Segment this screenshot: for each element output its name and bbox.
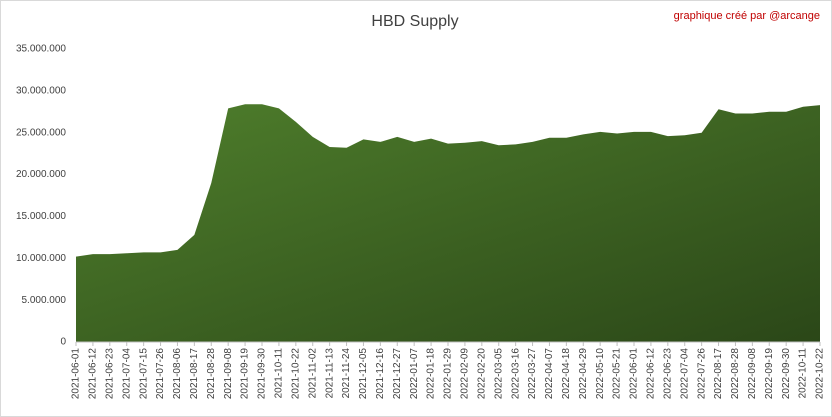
x-tick-label: 2022-06-12 bbox=[646, 348, 657, 400]
x-tick-label: 2021-06-12 bbox=[88, 348, 99, 400]
x-tick-label: 2022-05-21 bbox=[612, 348, 623, 400]
x-tick-label: 2022-07-26 bbox=[696, 348, 707, 400]
x-tick-label: 2021-11-24 bbox=[341, 348, 352, 399]
y-tick-label: 0 bbox=[60, 337, 66, 348]
chart-title: HBD Supply bbox=[371, 13, 458, 30]
y-tick-label: 30.000.000 bbox=[16, 85, 66, 96]
x-tick-label: 2021-06-01 bbox=[71, 348, 82, 400]
x-tick-label: 2022-03-27 bbox=[527, 348, 538, 400]
area bbox=[76, 104, 820, 342]
x-tick-label: 2022-01-07 bbox=[409, 348, 420, 400]
x-tick-label: 2022-08-28 bbox=[730, 348, 741, 400]
x-tick-label: 2021-08-17 bbox=[189, 348, 200, 400]
x-tick-label: 2022-01-18 bbox=[426, 348, 437, 400]
x-tick-label: 2021-07-04 bbox=[121, 348, 132, 400]
x-tick-label: 2021-07-15 bbox=[138, 348, 149, 400]
x-tick-label: 2021-07-26 bbox=[155, 348, 166, 400]
y-tick-label: 5.000.000 bbox=[22, 295, 67, 306]
x-tick-label: 2021-09-08 bbox=[223, 348, 234, 400]
x-tick-label: 2022-02-09 bbox=[460, 348, 471, 400]
x-tick-label: 2021-10-11 bbox=[274, 348, 285, 399]
x-tick-label: 2022-08-17 bbox=[713, 348, 724, 400]
x-tick-label: 2021-10-22 bbox=[290, 348, 301, 400]
x-tick-label: 2022-07-04 bbox=[679, 348, 690, 400]
x-tick-label: 2021-08-28 bbox=[206, 348, 217, 400]
x-tick-label: 2021-12-27 bbox=[392, 348, 403, 400]
x-tick-label: 2022-05-10 bbox=[595, 348, 606, 400]
x-tick-label: 2022-03-05 bbox=[493, 348, 504, 400]
y-tick-label: 20.000.000 bbox=[16, 169, 66, 180]
y-tick-label: 10.000.000 bbox=[16, 253, 66, 264]
x-tick-label: 2021-11-02 bbox=[307, 348, 318, 399]
x-tick-label: 2022-09-08 bbox=[747, 348, 758, 400]
x-tick-label: 2022-10-11 bbox=[798, 348, 809, 399]
x-tick-label: 2021-08-06 bbox=[172, 348, 183, 400]
x-tick-label: 2022-04-18 bbox=[561, 348, 572, 400]
y-tick-label: 25.000.000 bbox=[16, 127, 66, 138]
x-tick-label: 2022-02-20 bbox=[476, 348, 487, 400]
x-tick-label: 2022-09-19 bbox=[764, 348, 775, 400]
x-tick-label: 2021-09-19 bbox=[240, 348, 251, 400]
x-tick-label: 2021-12-05 bbox=[358, 348, 369, 400]
x-tick-label: 2021-11-13 bbox=[324, 348, 335, 399]
x-tick-label: 2021-12-16 bbox=[375, 348, 386, 400]
y-tick-label: 35.000.000 bbox=[16, 44, 66, 55]
x-tick-label: 2022-09-30 bbox=[781, 348, 792, 400]
annotation: graphique créé par @arcange bbox=[674, 10, 820, 22]
x-tick-label: 2022-10-22 bbox=[815, 348, 826, 400]
x-tick-label: 2022-03-16 bbox=[510, 348, 521, 400]
x-tick-label: 2022-06-01 bbox=[629, 348, 640, 400]
x-tick-label: 2022-04-07 bbox=[544, 348, 555, 400]
x-tick-label: 2021-09-30 bbox=[257, 348, 268, 400]
x-tick-label: 2022-04-29 bbox=[578, 348, 589, 400]
x-tick-label: 2022-01-29 bbox=[443, 348, 454, 400]
x-tick-label: 2022-06-23 bbox=[662, 348, 673, 400]
y-tick-label: 15.000.000 bbox=[16, 211, 66, 222]
x-tick-label: 2021-06-23 bbox=[104, 348, 115, 400]
